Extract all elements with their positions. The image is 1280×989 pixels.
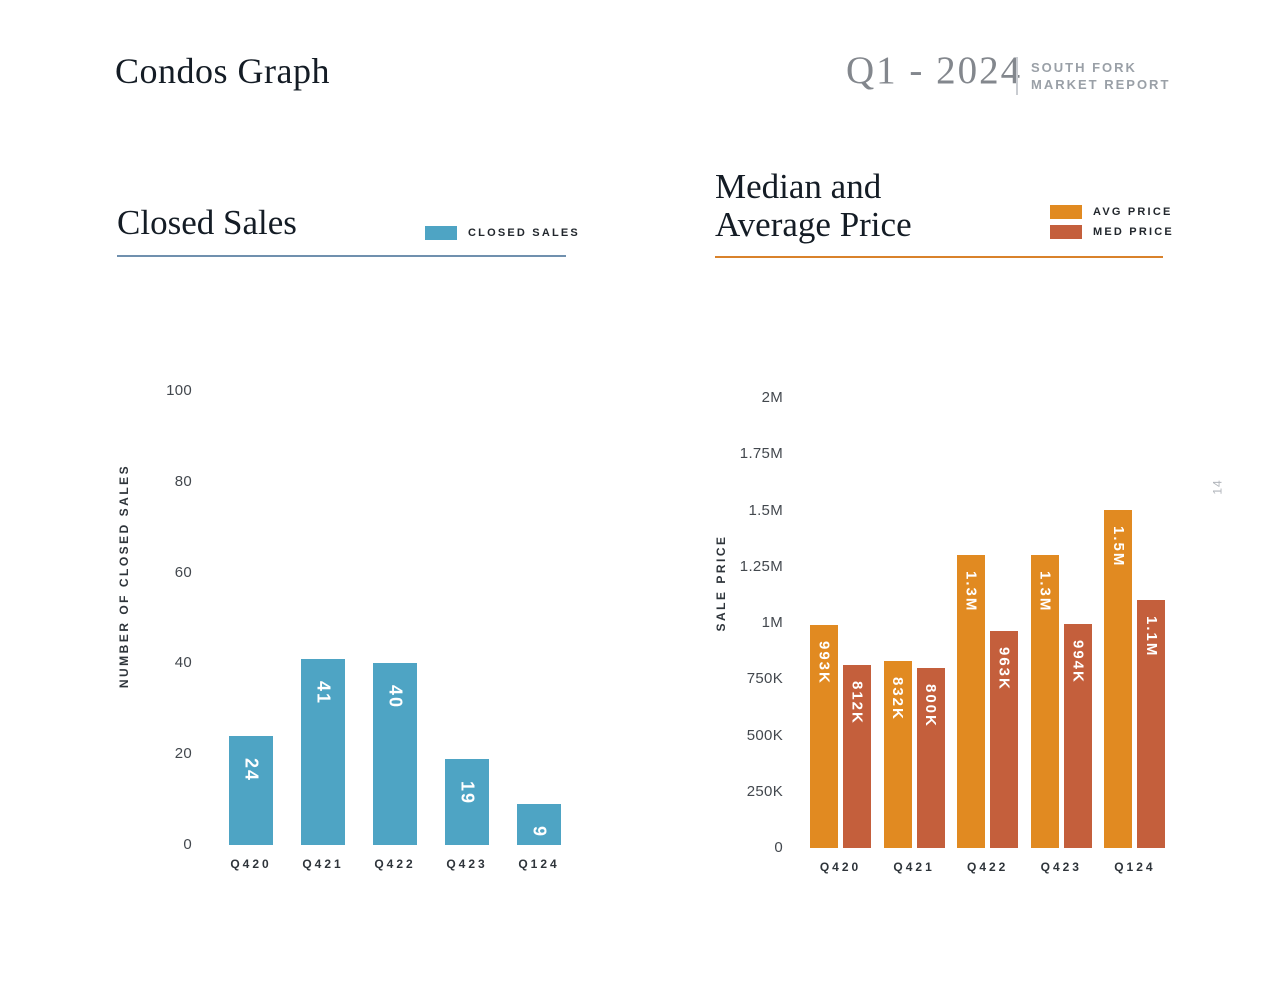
bar-value-label: 963K [995,647,1013,691]
bar-q420-med-price: 812K [843,665,871,848]
y-tick-80: 80 [174,472,192,490]
bar-value-label: 41 [313,681,334,706]
bar-value-label: 19 [457,781,478,806]
x-label-q420: Q420 [230,857,272,871]
bar-q423-closed-sales: 19 [445,759,489,845]
y-tick-2m: 2M [761,389,783,406]
report-name-line1: SOUTH FORK [1031,60,1137,75]
x-label-q422: Q422 [374,857,416,871]
closed-sales-y-axis-title: NUMBER OF CLOSED SALES [117,463,131,689]
y-tick-500k: 500K [746,726,783,744]
y-tick-250k: 250K [746,782,783,800]
bar-q124-avg-price: 1.5M [1104,510,1133,848]
y-tick-60: 60 [174,563,192,581]
bar-q422-avg-price: 1.3M [957,555,986,848]
closed-sales-legend-label: CLOSED SALES [468,227,580,239]
bar-q421-closed-sales: 41 [301,659,345,845]
bar-value-label: 1.3M [962,571,980,613]
bar-value-label: 812K [848,681,866,725]
bar-q423-avg-price: 1.3M [1030,555,1059,848]
report-name: SOUTH FORK MARKET REPORT [1031,59,1170,93]
bar-q421-avg-price: 832K [883,661,912,848]
bar-value-label: 40 [385,685,406,710]
x-label-q423: Q423 [1040,860,1082,874]
x-label-q420: Q420 [819,860,862,874]
legend-row-avg-price: AVG PRICE [1050,205,1174,219]
avg-price-swatch [1050,205,1082,219]
report-name-line2: MARKET REPORT [1031,77,1171,92]
bar-value-label: 1.5M [1109,526,1127,568]
report-period: Q1 - 2024 [846,49,1023,92]
bar-q422-med-price: 963K [990,631,1019,848]
y-tick-1-75m: 1.75M [739,445,783,463]
bar-value-label: 9 [529,826,550,839]
price-chart: 0 250K 500K 750K 1M 1.25M 1.5M 1.75M 2M 993K 832K 1… [740,389,1175,874]
y-tick-1m: 1M [761,614,783,631]
price-legend: AVG PRICE MED PRICE [1050,205,1174,239]
legend-row-med-price: MED PRICE [1050,225,1174,239]
y-tick-750k: 750K [746,670,783,688]
bar-value-label: 24 [241,758,262,783]
closed-sales-rule [117,255,566,257]
bar-q124-closed-sales: 9 [517,804,561,845]
avg-price-legend-label: AVG PRICE [1093,206,1173,218]
med-price-swatch [1050,225,1082,239]
x-label-q423: Q423 [446,857,488,871]
closed-sales-swatch [425,226,457,240]
bar-value-label: 994K [1069,640,1087,684]
closed-sales-legend: CLOSED SALES [425,226,580,240]
x-label-q421: Q421 [302,857,344,871]
y-tick-20: 20 [174,745,192,763]
y-tick-100: 100 [166,382,192,399]
bar-value-label: 800K [922,684,940,728]
legend-row-closed-sales: CLOSED SALES [425,226,580,240]
price-title-line1: Median and [715,167,882,206]
y-tick-1-25m: 1.25M [739,557,783,575]
bar-q421-med-price: 800K [916,668,945,848]
med-price-legend-label: MED PRICE [1093,226,1174,238]
x-label-q422: Q422 [967,860,1009,874]
price-title-line2: Average Price [715,205,912,244]
bar-q420-closed-sales: 24 [229,736,273,845]
header-divider [1016,57,1018,95]
bar-q420-avg-price: 993K [810,625,838,848]
y-tick-40: 40 [174,654,192,672]
x-label-q124: Q124 [518,857,560,871]
bar-value-label: 832K [889,677,907,721]
x-label-q421: Q421 [893,860,935,874]
bar-q124-med-price: 1.1M [1137,600,1166,848]
price-title: Median and Average Price [715,168,912,244]
price-rule [715,256,1163,258]
y-tick-1-5m: 1.5M [748,501,783,519]
bar-value-label: 993K [815,641,833,685]
bar-q422-closed-sales: 40 [373,663,417,845]
bar-value-label: 1.1M [1142,616,1160,658]
x-label-q124: Q124 [1114,860,1156,874]
page-number: 14 [1210,479,1225,495]
bar-q423-med-price: 994K [1063,624,1092,848]
closed-sales-title: Closed Sales [117,203,297,242]
y-tick-0: 0 [183,836,192,853]
y-tick-0: 0 [774,839,783,856]
page-title: Condos Graph [115,51,330,91]
closed-sales-chart: 0 20 40 60 80 100 24 41 40 19 9 Q420 Q421 Q422 Q423 Q12… [166,382,575,871]
bar-value-label: 1.3M [1036,571,1054,613]
